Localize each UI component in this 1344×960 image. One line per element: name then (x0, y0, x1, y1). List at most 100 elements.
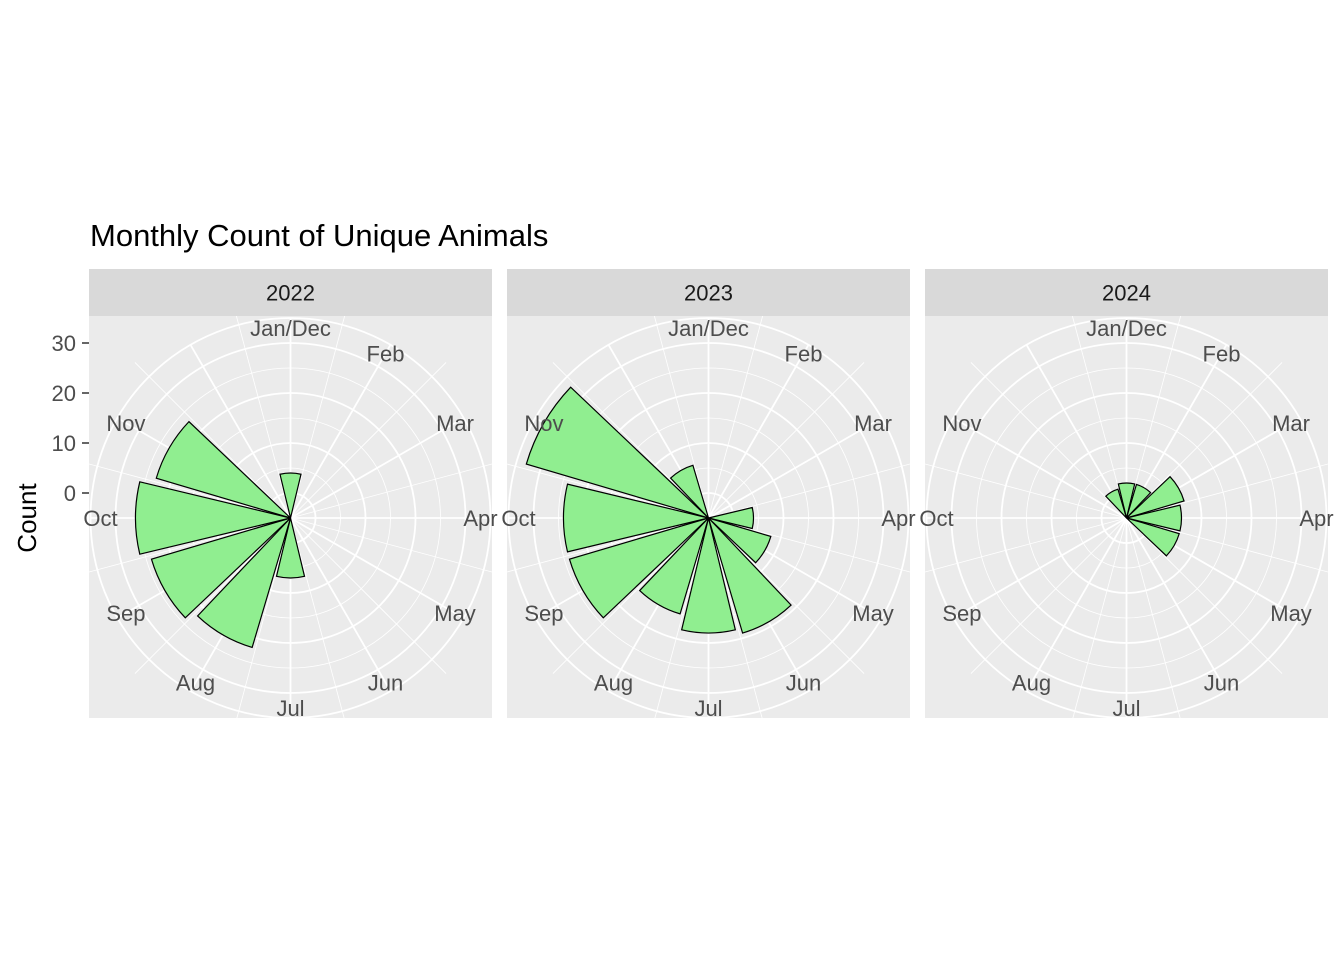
minor-gridline (552, 517, 709, 674)
bar-2023-m4 (708, 517, 772, 564)
major-gridline (290, 517, 465, 619)
minor-gridline (1126, 517, 1328, 573)
y-axis: 0 10 20 30 (52, 331, 89, 506)
bar-2024-m1 (1125, 483, 1152, 519)
minor-gridline (290, 517, 447, 674)
major-gridline (952, 417, 1127, 519)
month-label: Feb (367, 341, 405, 366)
minor-gridline (970, 517, 1127, 674)
minor-gridline (290, 463, 492, 519)
bar-2023-m7 (638, 517, 710, 615)
bar-2023-m5 (707, 517, 792, 634)
minor-gridline (708, 316, 764, 519)
bar-2022-m10 (155, 420, 291, 519)
minor-gridline (708, 517, 910, 573)
y-tick-label: 0 (64, 481, 76, 506)
minor-gridline (653, 316, 709, 519)
facet-strip (507, 269, 910, 316)
month-label: Mar (854, 411, 892, 436)
minor-gridline (89, 463, 291, 519)
minor-gridline (1071, 316, 1127, 519)
major-gridline (290, 417, 465, 519)
minor-gridline (708, 517, 763, 718)
minor-gridline (290, 316, 346, 519)
month-label: Jan/Dec (1086, 316, 1167, 341)
major-gridline (1125, 517, 1228, 692)
facet-strip (89, 269, 492, 316)
month-label: Jan/Dec (668, 316, 749, 341)
bar-2024-m4 (1126, 517, 1180, 557)
bar-2022-m12 (279, 472, 302, 519)
y-tick-label: 20 (52, 381, 76, 406)
bar-2024-m2 (1126, 475, 1185, 519)
month-label: Sep (106, 601, 145, 626)
month-label: May (852, 601, 894, 626)
facet-strip-label: 2022 (266, 281, 315, 306)
major-gridline (289, 344, 392, 519)
bar-2022-m8 (150, 517, 291, 619)
month-label: Apr (1299, 506, 1333, 531)
y-tick-label: 10 (52, 431, 76, 456)
month-label: Oct (83, 506, 117, 531)
month-label: Jul (1112, 696, 1140, 721)
minor-gridline (236, 517, 291, 718)
month-label: Apr (881, 506, 915, 531)
facet-strip-label: 2023 (684, 281, 733, 306)
month-label: Nov (942, 411, 981, 436)
bar-2023-m9 (562, 483, 709, 553)
minor-gridline (507, 463, 709, 519)
minor-gridline (552, 362, 709, 519)
bar-2023-m6 (680, 517, 737, 634)
minor-gridline (290, 517, 492, 573)
chart-title: Monthly Count of Unique Animals (90, 218, 549, 253)
month-label: Nov (106, 411, 145, 436)
month-label: May (434, 601, 476, 626)
y-tick-label: 30 (52, 331, 76, 356)
minor-gridline (925, 463, 1127, 519)
minor-gridline (507, 517, 709, 573)
month-label: Sep (524, 601, 563, 626)
month-label: Aug (594, 671, 633, 696)
bar-2024-m12 (1117, 482, 1136, 519)
bar-2022-m7 (196, 517, 292, 649)
minor-gridline (970, 362, 1127, 519)
month-label: Oct (501, 506, 535, 531)
month-label: Feb (1203, 341, 1241, 366)
minor-gridline (134, 362, 291, 519)
major-gridline (289, 517, 392, 692)
facet-panel-2023: 2023 Jan/Dec Feb Mar Apr May Jun Jul Aug Sep Oct No… (501, 269, 916, 721)
bar-2024-m11 (1105, 488, 1128, 519)
month-label: Nov (524, 411, 563, 436)
minor-gridline (925, 517, 1127, 573)
major-gridline (1025, 517, 1128, 692)
minor-gridline (1126, 463, 1328, 519)
minor-gridline (708, 362, 865, 519)
month-label: Aug (1012, 671, 1051, 696)
month-label: Jun (368, 671, 403, 696)
facet-strip (925, 269, 1328, 316)
minor-gridline (1126, 517, 1283, 674)
major-gridline (1025, 344, 1128, 519)
minor-gridline (654, 517, 709, 718)
month-label: Oct (919, 506, 953, 531)
month-label: Jun (1204, 671, 1239, 696)
minor-gridline (290, 517, 345, 718)
major-gridline (707, 344, 810, 519)
bar-2022-m9 (134, 481, 291, 555)
month-label: May (1270, 601, 1312, 626)
month-label: Mar (436, 411, 474, 436)
month-label: Jun (786, 671, 821, 696)
minor-gridline (134, 517, 291, 674)
month-label: Jan/Dec (250, 316, 331, 341)
bar-2022-m6 (275, 517, 306, 579)
minor-gridline (708, 517, 865, 674)
bar-2024-m3 (1126, 504, 1183, 532)
major-gridline (952, 517, 1127, 619)
bar-2023-m10 (525, 386, 709, 519)
bar-2023-m3 (708, 506, 755, 530)
bar-2023-m8 (568, 517, 709, 619)
minor-gridline (1126, 517, 1181, 718)
minor-gridline (1126, 362, 1283, 519)
y-axis-title: Count (12, 483, 42, 553)
